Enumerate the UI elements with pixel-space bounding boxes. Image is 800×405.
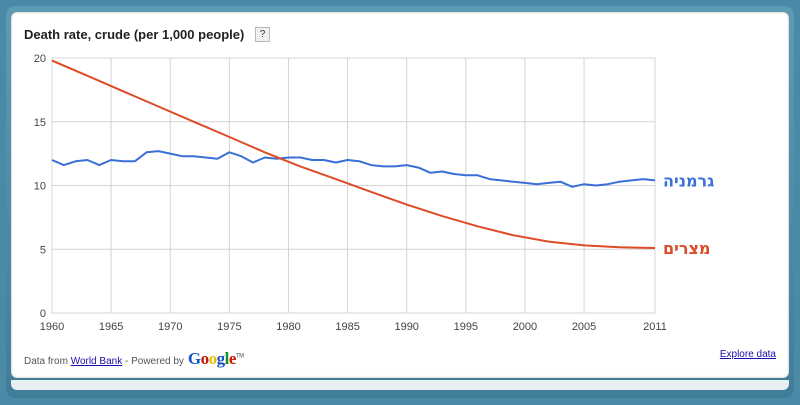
y-tick-label: 15 xyxy=(34,117,46,129)
x-tick-label: 2011 xyxy=(643,321,667,333)
x-tick-label: 1965 xyxy=(99,321,123,333)
powered-by-text: - Powered by xyxy=(124,356,184,367)
series-label-1: מצרים xyxy=(663,239,711,258)
x-tick-label: 1995 xyxy=(454,321,478,333)
y-axis-ticks: 0 5 10 15 20 xyxy=(34,53,46,320)
chart-series xyxy=(51,59,656,249)
chart-title: Death rate, crude (per 1,000 people) xyxy=(24,27,245,42)
data-from-text: Data from xyxy=(24,356,68,367)
x-tick-label: 1975 xyxy=(217,321,241,333)
panel-bottom-strip xyxy=(11,380,789,390)
help-button[interactable]: ? xyxy=(255,27,270,42)
x-tick-label: 1985 xyxy=(335,321,359,333)
x-tick-label: 1960 xyxy=(40,321,64,333)
x-tick-label: 2000 xyxy=(513,321,537,333)
x-tick-label: 2005 xyxy=(572,321,596,333)
series-labels: גרמניה מצרים xyxy=(663,171,714,258)
chart-panel xyxy=(11,12,789,378)
x-tick-label: 1970 xyxy=(158,321,182,333)
google-logo: GoogleTM xyxy=(187,349,244,368)
chart-grid xyxy=(51,57,656,314)
y-tick-label: 0 xyxy=(40,308,46,320)
x-tick-label: 1980 xyxy=(276,321,300,333)
x-tick-label: 1990 xyxy=(394,321,418,333)
x-axis-ticks: 1960 1965 1970 1975 1980 1985 1990 1995 2000 2005… xyxy=(40,321,667,333)
y-tick-label: 10 xyxy=(34,181,46,193)
series-line-0 xyxy=(51,150,656,188)
y-tick-label: 20 xyxy=(34,53,46,65)
series-label-0: גרמניה xyxy=(663,171,714,190)
y-tick-label: 5 xyxy=(40,244,46,256)
explore-data-link[interactable]: Explore data xyxy=(719,349,776,360)
world-bank-link[interactable]: World Bank xyxy=(70,356,123,367)
chart-footer: Data from World Bank - Powered by Google… xyxy=(24,349,244,369)
series-line-1 xyxy=(51,59,656,249)
